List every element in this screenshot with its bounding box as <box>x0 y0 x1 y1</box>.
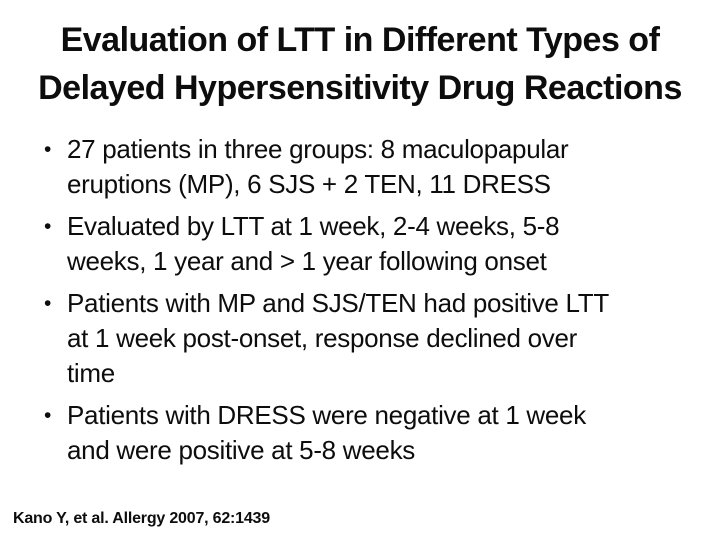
bullet-text-line: Patients with DRESS were negative at 1 w… <box>67 400 586 430</box>
slide-title: Evaluation of LTT in Different Types of … <box>0 16 720 112</box>
bullet-text-line: 27 patients in three groups: 8 maculopap… <box>67 134 569 164</box>
bullet-text-line: Patients with MP and SJS/TEN had positiv… <box>67 288 609 318</box>
bullet-icon: • <box>44 292 52 315</box>
bullet-item: • 27 patients in three groups: 8 maculop… <box>44 132 706 202</box>
bullet-list: • 27 patients in three groups: 8 maculop… <box>44 132 706 475</box>
bullet-text-line: time <box>67 358 115 388</box>
bullet-text: Patients with DRESS were negative at 1 w… <box>67 398 706 468</box>
bullet-text-line: and were positive at 5-8 weeks <box>67 435 415 465</box>
bullet-text: 27 patients in three groups: 8 maculopap… <box>67 132 706 202</box>
bullet-item: • Patients with MP and SJS/TEN had posit… <box>44 286 706 391</box>
title-line-1: Evaluation of LTT in Different Types of <box>60 21 660 59</box>
bullet-text-line: at 1 week post-onset, response declined … <box>67 323 577 353</box>
bullet-text-line: eruptions (MP), 6 SJS + 2 TEN, 11 DRESS <box>67 169 551 199</box>
bullet-text: Evaluated by LTT at 1 week, 2-4 weeks, 5… <box>67 209 706 279</box>
bullet-icon: • <box>44 215 52 238</box>
bullet-icon: • <box>44 138 52 161</box>
bullet-text-line: Evaluated by LTT at 1 week, 2-4 weeks, 5… <box>67 211 560 241</box>
bullet-text-line: weeks, 1 year and > 1 year following ons… <box>67 246 547 276</box>
bullet-item: • Patients with DRESS were negative at 1… <box>44 398 706 468</box>
title-line-2: Delayed Hypersensitivity Drug Reactions <box>38 69 682 107</box>
bullet-icon: • <box>44 404 52 427</box>
bullet-item: • Evaluated by LTT at 1 week, 2-4 weeks,… <box>44 209 706 279</box>
citation: Kano Y, et al. Allergy 2007, 62:1439 <box>13 510 270 527</box>
bullet-text: Patients with MP and SJS/TEN had positiv… <box>67 286 706 391</box>
